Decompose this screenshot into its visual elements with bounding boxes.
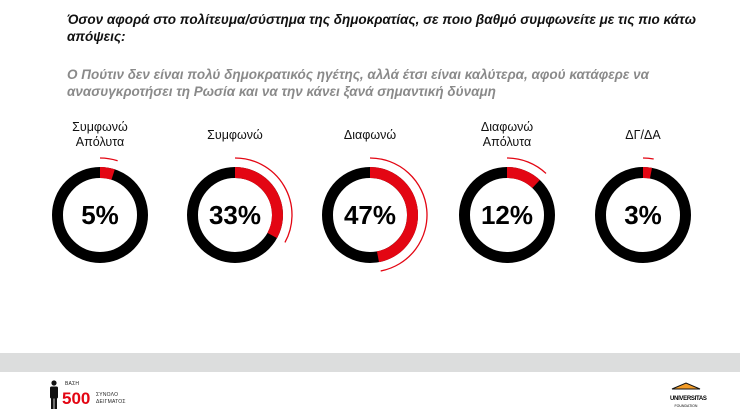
outer-arc	[642, 157, 654, 160]
logo-sub: FOUNDATION	[674, 404, 698, 408]
outer-arc	[506, 157, 547, 174]
person-icon	[50, 380, 58, 409]
value-label: 3%	[624, 200, 662, 230]
donut-1: 33%	[187, 157, 293, 263]
donut-3: 12%	[459, 157, 555, 263]
category-label: Διαφωνώ	[343, 128, 397, 142]
donut-charts: 5% 33% 47% 12% 3%	[52, 157, 691, 272]
donut-2: 47%	[322, 157, 428, 272]
category-label: Συμφωνώ	[207, 128, 263, 142]
category-label: Διαφωνώ Απόλυτα	[480, 120, 534, 149]
donut-segment	[642, 167, 652, 179]
donut-4: 3%	[595, 157, 691, 263]
outer-arc	[369, 157, 428, 272]
category-label: ΔΓ/ΔΑ	[625, 128, 661, 142]
value-label: 33%	[209, 200, 261, 230]
donut-0: 5%	[52, 157, 148, 263]
sample-label-2: ΔΕΙΓΜΑΤΟΣ	[96, 399, 126, 405]
value-label: 47%	[344, 200, 396, 230]
outer-arc	[99, 157, 118, 162]
outer-arc	[234, 157, 293, 243]
logo-text: UNIVERSITAS	[670, 396, 707, 402]
donut-segment	[234, 167, 283, 239]
value-label: 12%	[481, 200, 533, 230]
base-label: ΒΑΣΗ	[65, 381, 80, 387]
question-title: Όσον αφορά στο πολίτευμα/σύστημα της δημ…	[67, 12, 696, 44]
universitas-logo: UNIVERSITAS FOUNDATION	[670, 377, 707, 409]
footer-band	[0, 353, 740, 372]
statement-subtitle: Ο Πούτιν δεν είναι πολύ δημοκρατικός ηγέ…	[67, 67, 649, 99]
category-label: Συμφωνώ Απόλυτα	[72, 120, 128, 149]
sample-size: 500	[62, 389, 91, 408]
donut-segment	[506, 167, 540, 189]
sample-label-1: ΣΥΝΟΛΟ	[96, 392, 119, 398]
donut-segment	[369, 167, 418, 263]
value-label: 5%	[81, 200, 119, 230]
donut-segment	[99, 167, 115, 180]
